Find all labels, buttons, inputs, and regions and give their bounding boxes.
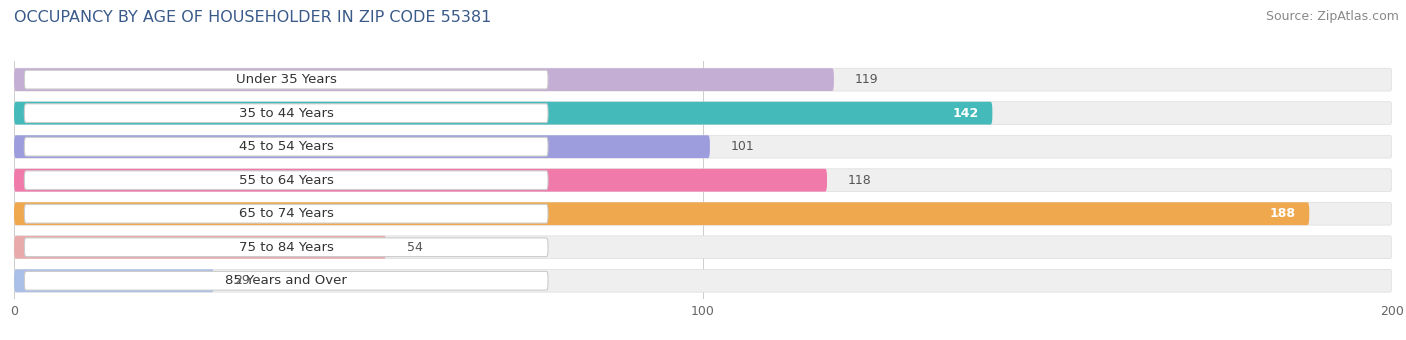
FancyBboxPatch shape bbox=[14, 169, 1392, 192]
FancyBboxPatch shape bbox=[24, 171, 548, 189]
FancyBboxPatch shape bbox=[14, 68, 1392, 91]
FancyBboxPatch shape bbox=[14, 68, 834, 91]
Text: 75 to 84 Years: 75 to 84 Years bbox=[239, 241, 333, 254]
Text: Under 35 Years: Under 35 Years bbox=[236, 73, 336, 86]
Text: 142: 142 bbox=[952, 107, 979, 120]
FancyBboxPatch shape bbox=[14, 102, 1392, 124]
FancyBboxPatch shape bbox=[14, 269, 214, 292]
Text: 45 to 54 Years: 45 to 54 Years bbox=[239, 140, 333, 153]
Text: 65 to 74 Years: 65 to 74 Years bbox=[239, 207, 333, 220]
FancyBboxPatch shape bbox=[24, 70, 548, 89]
Text: 55 to 64 Years: 55 to 64 Years bbox=[239, 174, 333, 187]
Text: 54: 54 bbox=[406, 241, 423, 254]
FancyBboxPatch shape bbox=[14, 102, 993, 124]
FancyBboxPatch shape bbox=[24, 137, 548, 156]
FancyBboxPatch shape bbox=[14, 269, 1392, 292]
Text: OCCUPANCY BY AGE OF HOUSEHOLDER IN ZIP CODE 55381: OCCUPANCY BY AGE OF HOUSEHOLDER IN ZIP C… bbox=[14, 10, 492, 25]
Text: 188: 188 bbox=[1270, 207, 1295, 220]
Text: 118: 118 bbox=[848, 174, 872, 187]
FancyBboxPatch shape bbox=[14, 135, 1392, 158]
FancyBboxPatch shape bbox=[24, 204, 548, 223]
FancyBboxPatch shape bbox=[24, 238, 548, 257]
FancyBboxPatch shape bbox=[14, 202, 1392, 225]
Text: 119: 119 bbox=[855, 73, 879, 86]
FancyBboxPatch shape bbox=[14, 236, 387, 259]
Text: 85 Years and Over: 85 Years and Over bbox=[225, 274, 347, 287]
FancyBboxPatch shape bbox=[14, 202, 1309, 225]
FancyBboxPatch shape bbox=[24, 104, 548, 122]
Text: 101: 101 bbox=[731, 140, 754, 153]
Text: Source: ZipAtlas.com: Source: ZipAtlas.com bbox=[1265, 10, 1399, 23]
FancyBboxPatch shape bbox=[14, 236, 1392, 259]
FancyBboxPatch shape bbox=[14, 135, 710, 158]
Text: 29: 29 bbox=[235, 274, 250, 287]
FancyBboxPatch shape bbox=[14, 169, 827, 192]
Text: 35 to 44 Years: 35 to 44 Years bbox=[239, 107, 333, 120]
FancyBboxPatch shape bbox=[24, 271, 548, 290]
